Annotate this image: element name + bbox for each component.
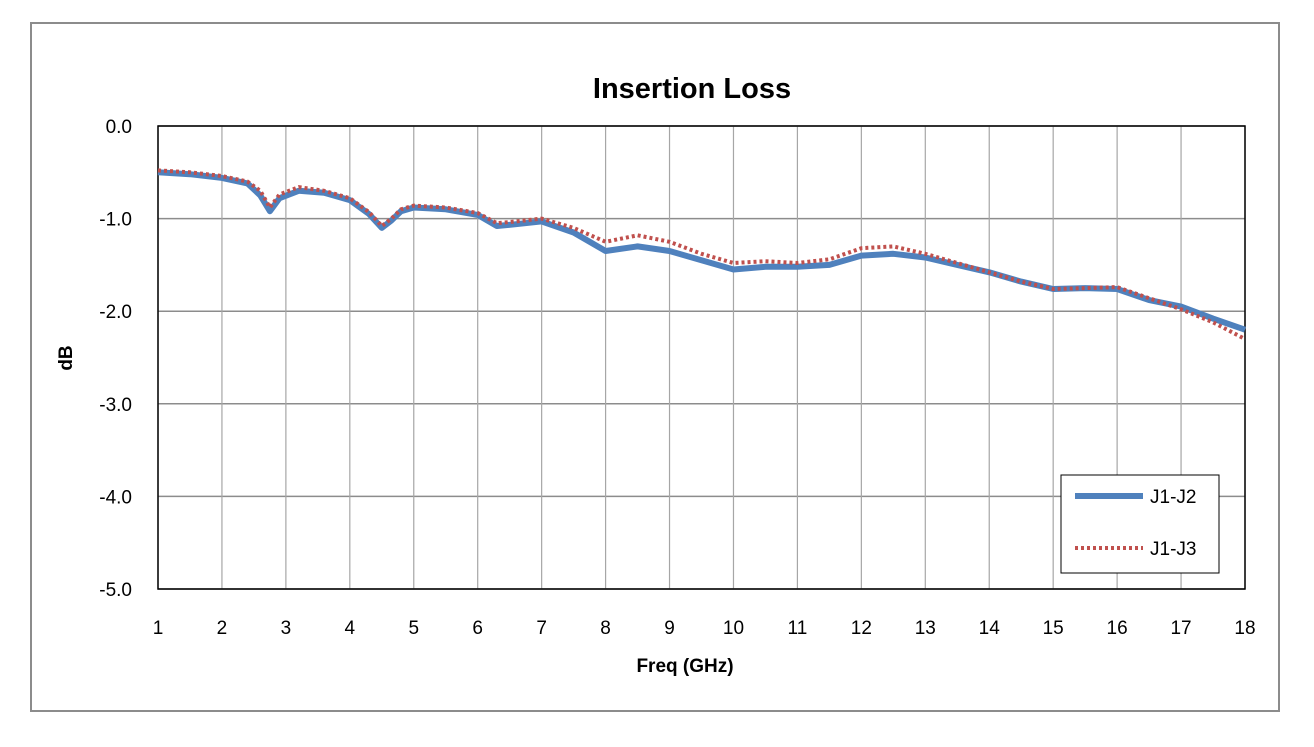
legend: J1-J2 J1-J3: [1060, 474, 1220, 574]
x-tick-label: 18: [1234, 618, 1255, 639]
x-tick-label: 1: [153, 618, 164, 639]
x-tick-label: 5: [408, 618, 419, 639]
chart-frame: [30, 22, 1280, 712]
series-line-j1-j2: [157, 169, 1246, 333]
legend-label-j1-j2: J1-J2: [1150, 487, 1196, 508]
series-line-j1-j3: [157, 168, 1246, 341]
x-tick-label: 2: [217, 618, 228, 639]
x-tick-labels: 1 2 3 4 5 6 7 8 9 10 11 12 13 14 15 16 17 18: [153, 618, 1256, 639]
y-tick-labels: 0.0 -1.0 -2.0 -3.0 -4.0 -5.0: [99, 117, 132, 601]
x-axis-title: Freq (GHz): [636, 656, 733, 677]
chart-title: Insertion Loss: [593, 73, 791, 105]
x-tick-label: 6: [472, 618, 483, 639]
x-tick-label: 17: [1170, 618, 1191, 639]
plot-area: [157, 125, 1246, 590]
x-tick-label: 8: [600, 618, 611, 639]
series-layer: [157, 168, 1246, 341]
x-tick-label: 16: [1107, 618, 1128, 639]
x-tick-label: 10: [723, 618, 744, 639]
x-tick-label: 9: [664, 618, 675, 639]
y-tick-label: -2.0: [99, 302, 132, 323]
y-axis-title: dB: [56, 345, 77, 370]
x-tick-label: 15: [1043, 618, 1064, 639]
y-tick-label: -1.0: [99, 210, 132, 231]
x-tick-label: 13: [915, 618, 936, 639]
x-tick-label: 11: [788, 618, 808, 639]
x-tick-label: 14: [979, 618, 1001, 639]
x-tick-label: 3: [281, 618, 292, 639]
legend-label-j1-j3: J1-J3: [1150, 539, 1196, 560]
x-tick-label: 4: [345, 618, 356, 639]
y-tick-label: -5.0: [99, 580, 132, 601]
y-tick-label: -4.0: [99, 487, 132, 508]
legend-box: [1060, 474, 1220, 574]
x-tick-label: 12: [851, 618, 872, 639]
x-tick-label: 7: [536, 618, 547, 639]
y-tick-label: -3.0: [99, 395, 132, 416]
y-tick-label: 0.0: [106, 117, 132, 138]
